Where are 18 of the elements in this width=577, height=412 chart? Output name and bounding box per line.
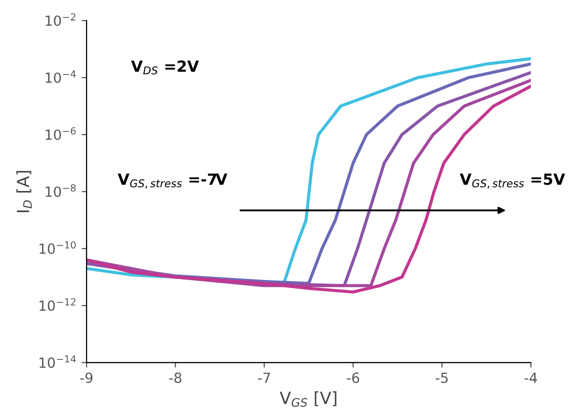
y-tick-label: 10$^{−12}$ xyxy=(40,298,76,311)
annotation: V$_{GS,stress}$ =5V xyxy=(460,174,566,188)
y-tick-label: 10$^{−8}$ xyxy=(46,184,76,197)
y-tick-label: 10$^{−14}$ xyxy=(40,355,76,368)
y-tick-label: 10$^{−10}$ xyxy=(40,241,76,254)
y-tick-label: 10$^{−4}$ xyxy=(46,70,76,83)
y-axis-title: I$_{D}$ [A] xyxy=(16,170,32,212)
x-tick-label: -4 xyxy=(524,372,537,383)
y-tick-label: 10$^{−6}$ xyxy=(46,127,76,140)
x-tick-label: -6 xyxy=(346,372,360,384)
x-tick-label: -7 xyxy=(258,372,270,383)
x-axis-title: V$_{GS}$ [V] xyxy=(280,391,336,407)
x-tick-label: -8 xyxy=(169,372,182,384)
annotation: V$_{DS}$ =2V xyxy=(131,60,199,74)
annotation: V$_{GS,stress}$ =-7V xyxy=(118,174,228,188)
x-tick-label: -9 xyxy=(80,372,92,384)
x-tick-label: -5 xyxy=(436,372,448,384)
y-tick-label: 10$^{−2}$ xyxy=(46,13,76,26)
